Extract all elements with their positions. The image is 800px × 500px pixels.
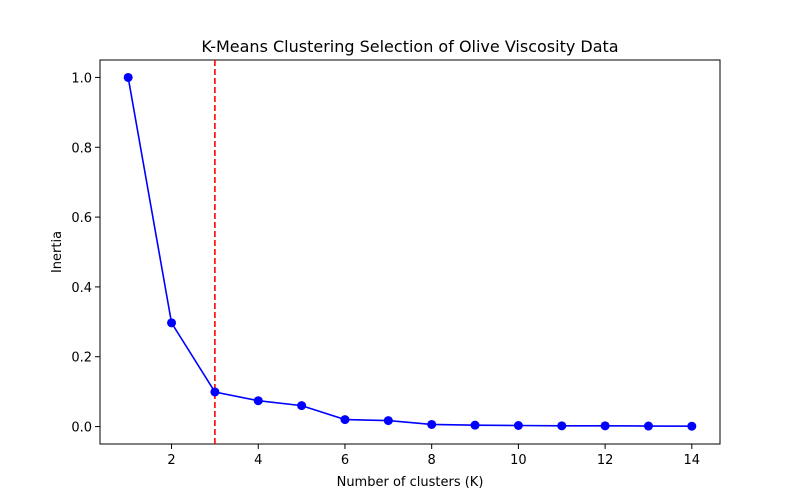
x-tick-label: 6 — [341, 453, 349, 468]
x-tick-label: 10 — [510, 453, 527, 468]
data-point — [600, 421, 610, 431]
data-point — [123, 72, 133, 82]
y-axis-title: Inertia — [50, 231, 65, 273]
data-point — [340, 415, 350, 425]
data-point — [253, 396, 263, 406]
x-axis-title: Number of clusters (K) — [337, 475, 484, 490]
data-point — [210, 387, 220, 397]
data-point — [643, 421, 653, 431]
y-axis: 0.0 0.2 0.4 0.6 0.8 1.0 — [71, 71, 100, 436]
y-tick-label: 0.4 — [71, 281, 92, 296]
data-point — [297, 401, 307, 411]
x-tick-label: 12 — [597, 453, 614, 468]
x-tick-label: 8 — [428, 453, 436, 468]
y-tick-label: 0.6 — [71, 211, 92, 226]
data-point — [427, 419, 437, 429]
inertia-series-points — [123, 72, 697, 431]
data-point — [470, 420, 480, 430]
x-tick-label: 4 — [254, 453, 262, 468]
chart-title: K-Means Clustering Selection of Olive Vi… — [201, 37, 618, 56]
data-point — [383, 416, 393, 426]
data-point — [167, 318, 177, 328]
y-tick-label: 1.0 — [71, 71, 92, 86]
x-axis: 2 4 6 8 10 12 14 — [167, 444, 700, 468]
data-point — [687, 421, 697, 431]
data-point — [557, 421, 567, 431]
plot-area — [99, 59, 721, 445]
x-tick-label: 14 — [684, 453, 701, 468]
data-point — [513, 420, 523, 430]
x-tick-label: 2 — [167, 453, 175, 468]
y-tick-label: 0.0 — [71, 421, 92, 436]
y-tick-label: 0.2 — [71, 351, 92, 366]
inertia-series-line — [127, 77, 692, 427]
y-tick-label: 0.8 — [71, 141, 92, 156]
